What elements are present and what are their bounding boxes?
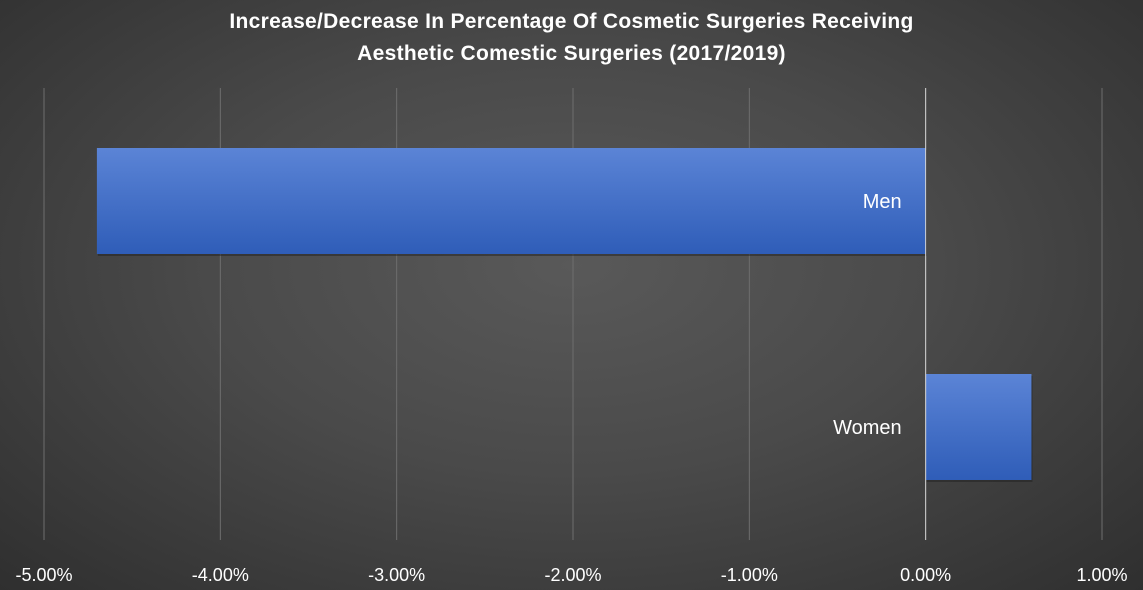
x-tick-label: -1.00%: [721, 565, 778, 585]
category-labels: Men Women: [833, 191, 902, 439]
x-tick-label: 0.00%: [900, 565, 951, 585]
chart-title-line-2: Aesthetic Comestic Surgeries (2017/2019): [357, 42, 786, 65]
x-tick-label: -5.00%: [15, 565, 72, 585]
bar-men: [96, 148, 926, 254]
category-label-men: Men: [863, 191, 902, 213]
x-tick-label: 1.00%: [1076, 565, 1127, 585]
chart-title: Increase/Decrease In Percentage Of Cosme…: [0, 6, 1143, 70]
bar-women: [925, 374, 1032, 480]
bars: [96, 148, 1033, 482]
x-tick-label: -2.00%: [544, 565, 601, 585]
chart-title-line-1: Increase/Decrease In Percentage Of Cosme…: [229, 10, 914, 33]
x-tick-label: -3.00%: [368, 565, 425, 585]
x-tick-label: -4.00%: [192, 565, 249, 585]
x-axis-tick-labels: -5.00% -4.00% -3.00% -2.00% -1.00% 0.00% 1.00%: [15, 565, 1127, 585]
category-label-women: Women: [833, 417, 902, 439]
